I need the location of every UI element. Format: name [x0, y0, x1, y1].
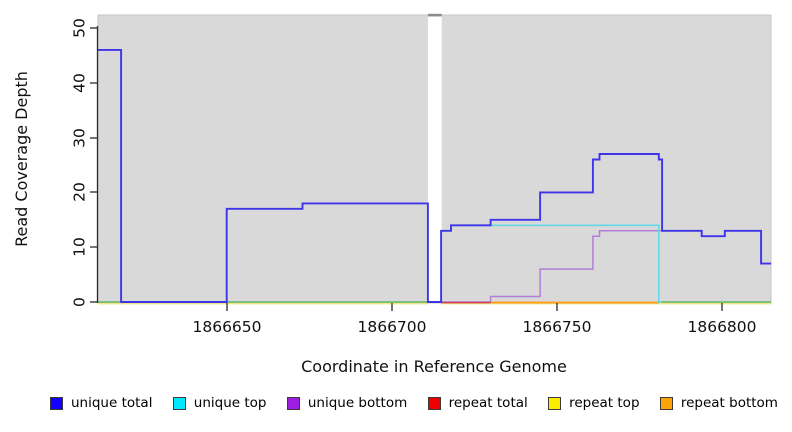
legend-label: unique total	[71, 395, 153, 411]
legend-item-repeat-bottom: repeat bottom	[659, 395, 778, 411]
legend-label: unique top	[193, 395, 267, 411]
legend-item-unique-top: unique top	[172, 395, 267, 411]
no-data-gap-cap	[427, 13, 442, 17]
no-data-gap	[427, 13, 442, 303]
legend-swatch-unique-top	[172, 396, 186, 410]
y-axis	[90, 26, 99, 303]
legend-label: repeat top	[569, 395, 640, 411]
x-tick-label-4: 1866800	[687, 318, 756, 336]
legend-swatch-unique-total	[50, 396, 63, 410]
legend-item-repeat-total: repeat total	[427, 395, 528, 411]
legend-swatch-unique-bottom	[286, 396, 300, 410]
y-tick-label-40: 40	[71, 73, 89, 93]
legend-item-unique-total: unique total	[50, 395, 152, 411]
legend-label: unique bottom	[307, 395, 408, 411]
y-tick-label-10: 10	[71, 237, 89, 257]
x-tick-label-3: 1866750	[522, 318, 591, 336]
legend-swatch-repeat-total	[427, 396, 441, 410]
y-tick-label-30: 30	[71, 128, 89, 148]
series-unique-total-line	[98, 48, 771, 303]
y-tick-label-20: 20	[71, 182, 89, 202]
x-tick-label-1: 1866650	[192, 318, 261, 336]
series-layer	[98, 48, 771, 305]
no-data-gap-strip	[427, 16, 442, 303]
plot-canvas: 0 10 20 30 40 50 1866650 1866700 1866750…	[12, 13, 772, 376]
legend-item-unique-bottom: unique bottom	[286, 395, 408, 411]
y-axis-title: Read Coverage Depth	[12, 71, 31, 247]
x-axis	[226, 303, 723, 311]
legend-swatch-repeat-bottom	[659, 396, 673, 410]
y-tick-label-0: 0	[71, 297, 89, 307]
x-axis-title: Coordinate in Reference Genome	[301, 357, 567, 376]
y-tick-label-50: 50	[71, 18, 89, 38]
legend: unique total unique top unique bottom repea…	[0, 395, 792, 411]
legend-label: repeat bottom	[680, 395, 778, 411]
legend-label: repeat total	[448, 395, 528, 411]
legend-swatch-repeat-top	[548, 396, 562, 410]
legend-item-repeat-top: repeat top	[548, 395, 640, 411]
x-tick-label-2: 1866700	[357, 318, 426, 336]
